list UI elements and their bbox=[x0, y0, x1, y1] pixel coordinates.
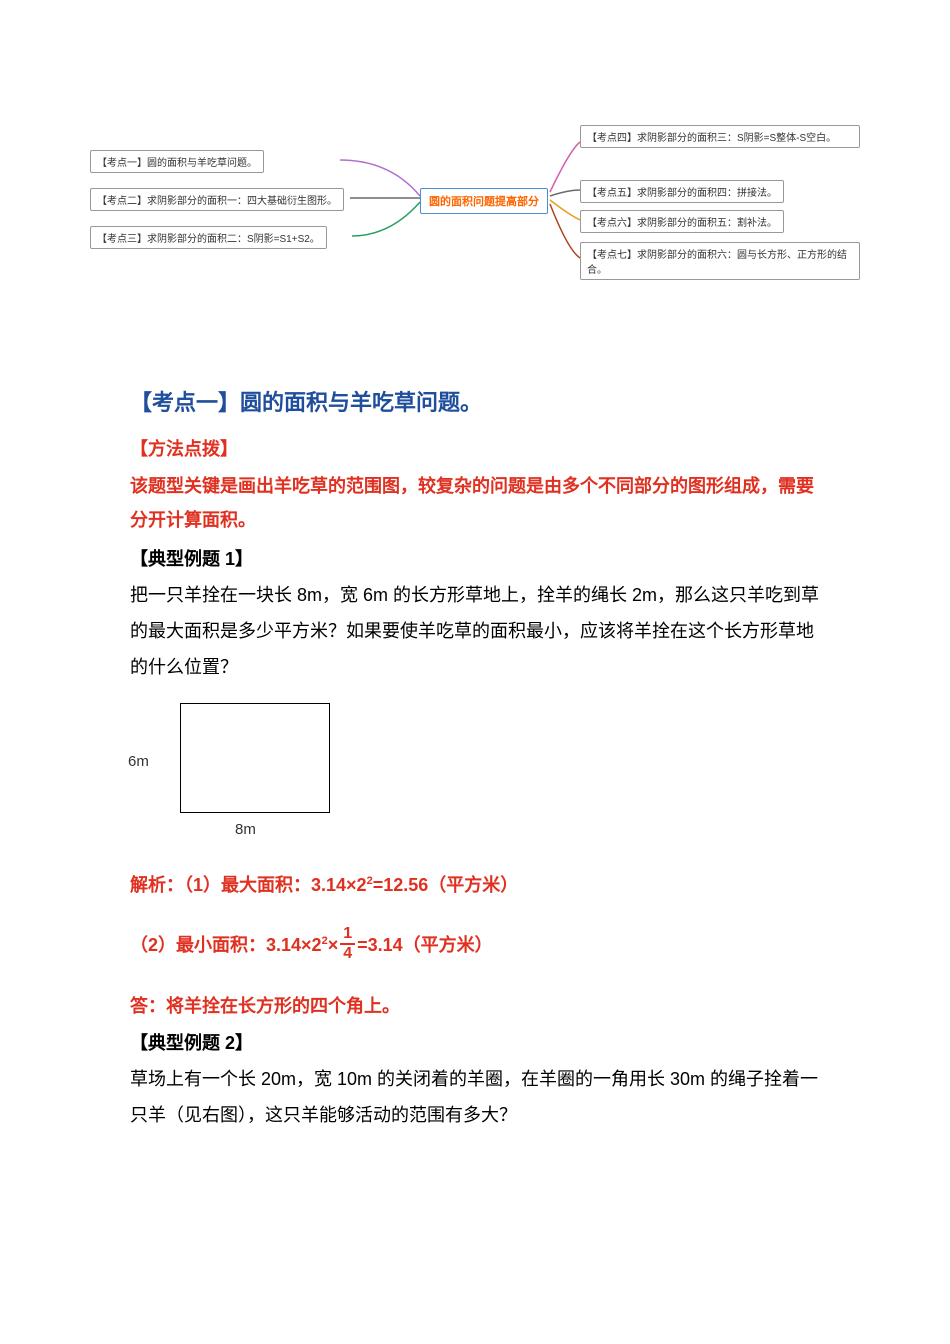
example2-text: 草场上有一个长 20m，宽 10m 的关闭着的羊圈，在羊圈的一角用长 30m 的… bbox=[130, 1061, 830, 1133]
fraction: 14 bbox=[340, 926, 355, 962]
rect-shape bbox=[180, 703, 330, 813]
frac-num: 1 bbox=[340, 926, 355, 945]
document-content: 【考点一】圆的面积与羊吃草问题。 【方法点拨】 该题型关键是画出羊吃草的范围图，… bbox=[130, 385, 830, 1133]
answer1-prefix: 解析：（1）最大面积：3.14×2 bbox=[130, 875, 367, 895]
section-title: 【考点一】圆的面积与羊吃草问题。 bbox=[130, 385, 830, 417]
example1-label: 【典型例题 1】 bbox=[130, 545, 830, 571]
mindmap-diagram: 圆的面积问题提高部分 【考点一】圆的面积与羊吃草问题。 【考点二】求阴影部分的面… bbox=[90, 130, 870, 290]
rectangle-diagram: 6m 8m bbox=[140, 703, 360, 843]
mindmap-right-node-1: 【考点四】求阴影部分的面积三：S阴影=S整体-S空白。 bbox=[580, 125, 860, 148]
answer2-mid: × bbox=[328, 935, 339, 955]
example1-text: 把一只羊拴在一块长 8m，宽 6m 的长方形草地上，拴羊的绳长 2m，那么这只羊… bbox=[130, 577, 830, 685]
method-label: 【方法点拨】 bbox=[130, 435, 830, 461]
answer2-prefix: （2）最小面积：3.14×2 bbox=[130, 935, 322, 955]
mindmap-left-node-2: 【考点二】求阴影部分的面积一：四大基础衍生图形。 bbox=[90, 188, 344, 211]
mindmap-left-node-3: 【考点三】求阴影部分的面积二：S阴影=S1+S2。 bbox=[90, 226, 327, 249]
frac-den: 4 bbox=[340, 945, 355, 962]
mindmap-center-node: 圆的面积问题提高部分 bbox=[420, 188, 548, 214]
answer-line-2: （2）最小面积：3.14×22×14=3.14（平方米） bbox=[130, 928, 830, 964]
rect-width-label: 8m bbox=[235, 821, 256, 838]
rect-height-label: 6m bbox=[128, 753, 149, 770]
conclusion: 答：将羊拴在长方形的四个角上。 bbox=[130, 992, 830, 1021]
method-text: 该题型关键是画出羊吃草的范围图，较复杂的问题是由多个不同部分的图形组成，需要分开… bbox=[130, 469, 830, 537]
example2-label: 【典型例题 2】 bbox=[130, 1029, 830, 1055]
answer1-suffix: =12.56（平方米） bbox=[373, 875, 519, 895]
answer2-suffix: =3.14（平方米） bbox=[357, 935, 493, 955]
mindmap-right-node-3: 【考点六】求阴影部分的面积五：割补法。 bbox=[580, 210, 784, 233]
mindmap-right-node-4: 【考点七】求阴影部分的面积六：圆与长方形、正方形的结合。 bbox=[580, 242, 860, 280]
answer-line-1: 解析：（1）最大面积：3.14×22=12.56（平方米） bbox=[130, 871, 830, 900]
mindmap-left-node-1: 【考点一】圆的面积与羊吃草问题。 bbox=[90, 150, 264, 173]
mindmap-right-node-2: 【考点五】求阴影部分的面积四：拼接法。 bbox=[580, 180, 784, 203]
